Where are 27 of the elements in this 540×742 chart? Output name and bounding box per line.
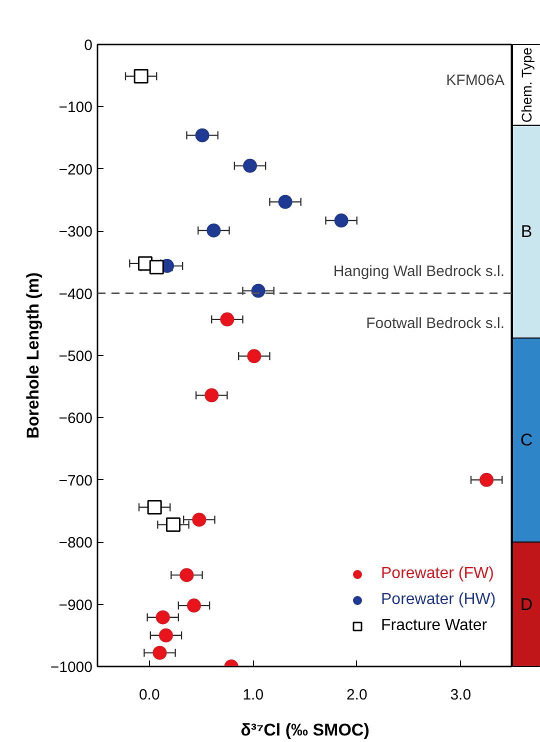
y-tick-label: −700 <box>58 472 93 490</box>
legend-label: Porewater (HW) <box>381 591 496 609</box>
annotation: KFM06A <box>446 72 505 89</box>
y-tick-label: −800 <box>58 534 93 552</box>
x-axis-title: δ³⁷Cl (‰ SMOC) <box>240 720 370 740</box>
series-label: D <box>520 594 533 614</box>
legend-label: Porewater (FW) <box>381 565 494 583</box>
x-tick-label: 2.0 <box>346 686 368 704</box>
text: Chem. Type <box>518 47 534 123</box>
series-label: B <box>520 222 532 242</box>
y-axis-title: Borehole Length (m) <box>23 272 42 439</box>
legend-label: Fracture Water <box>381 617 488 635</box>
x-tick-label: 3.0 <box>450 686 472 704</box>
y-tick-label: −400 <box>58 286 93 303</box>
ref-line-label: Hanging Wall Bedrock s.l. <box>333 262 505 280</box>
x-tick-label: 0.0 <box>138 686 160 704</box>
y-tick-label: −600 <box>58 410 93 428</box>
y-tick-label: −900 <box>58 596 93 614</box>
y-tick-label: −1000 <box>50 659 93 676</box>
series-label: C <box>520 430 533 450</box>
y-tick-label: −500 <box>58 348 93 365</box>
y-tick-label: 0 <box>84 37 92 54</box>
annotation: Footwall Bedrock s.l. <box>366 314 505 332</box>
y-tick-label: −100 <box>58 99 93 116</box>
y-tick-label: −300 <box>58 224 93 241</box>
y-tick-label: −200 <box>58 161 93 178</box>
x-tick-label: 1.0 <box>242 686 264 704</box>
